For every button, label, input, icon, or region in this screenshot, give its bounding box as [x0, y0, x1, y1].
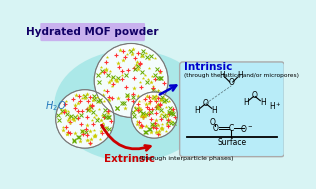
- Text: H: H: [194, 106, 200, 115]
- Text: O$^-$: O$^-$: [240, 123, 253, 134]
- Text: O: O: [212, 124, 218, 133]
- Ellipse shape: [54, 50, 208, 162]
- Text: O: O: [252, 91, 257, 100]
- Text: H: H: [219, 71, 225, 80]
- Circle shape: [56, 90, 114, 148]
- Text: C: C: [228, 124, 234, 133]
- Text: H$^+$: H$^+$: [269, 100, 282, 112]
- Text: H: H: [238, 71, 243, 80]
- Circle shape: [131, 92, 177, 138]
- Text: H: H: [211, 106, 217, 115]
- Circle shape: [94, 43, 168, 117]
- Text: (through interparticle phases): (through interparticle phases): [139, 156, 233, 161]
- Text: O: O: [210, 118, 216, 126]
- Text: Surface: Surface: [218, 138, 247, 147]
- FancyBboxPatch shape: [180, 62, 284, 157]
- Text: O: O: [203, 99, 209, 108]
- Text: O: O: [228, 78, 234, 87]
- Text: H: H: [260, 98, 266, 107]
- Text: Extrinsic: Extrinsic: [104, 154, 155, 164]
- Text: H$_2$O: H$_2$O: [45, 99, 66, 113]
- Text: Hydrated MOF powder: Hydrated MOF powder: [27, 27, 159, 37]
- FancyBboxPatch shape: [40, 23, 145, 41]
- FancyArrowPatch shape: [102, 125, 150, 150]
- Text: Intrinsic: Intrinsic: [184, 62, 233, 72]
- Text: H: H: [243, 98, 249, 107]
- Text: (through the lattice and/or micropores): (through the lattice and/or micropores): [184, 73, 299, 77]
